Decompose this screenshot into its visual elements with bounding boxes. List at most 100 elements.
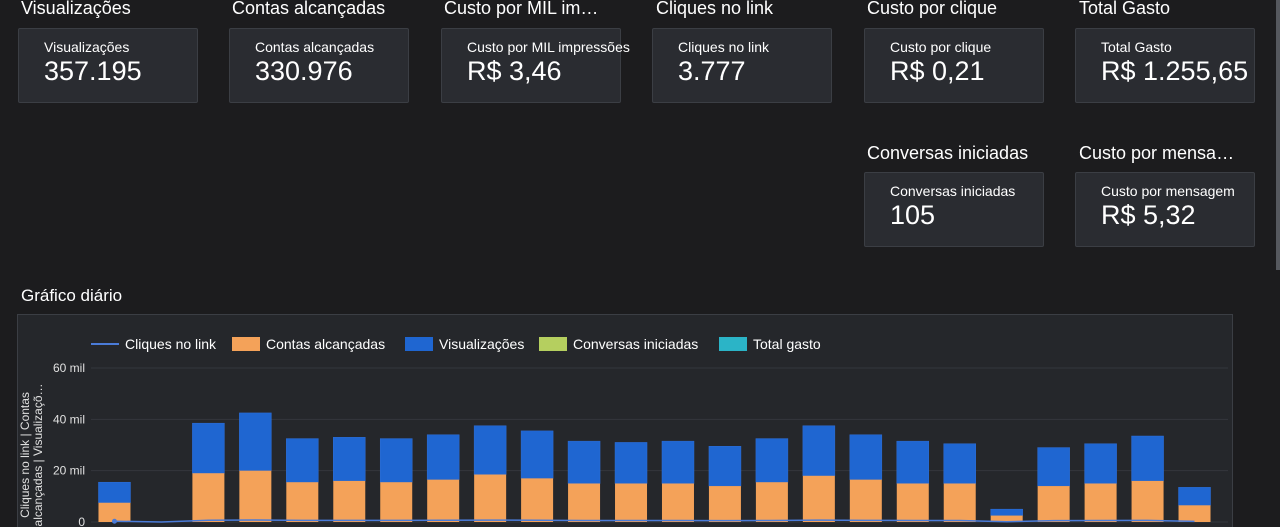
bar-visualizacoes[interactable] [520,430,554,479]
legend-item[interactable]: Cliques no link [91,336,217,352]
legend-swatch [405,337,433,351]
metric-card-visualizacoes[interactable]: Visualizações 357.195 [18,28,198,103]
bar-contas-alcancadas[interactable] [474,474,507,522]
bar-visualizacoes[interactable] [896,440,930,484]
bar-contas-alcancadas[interactable] [708,486,741,522]
bar-visualizacoes[interactable] [1178,487,1211,506]
chart-title: Gráfico diário [21,286,123,305]
bar-contas-alcancadas[interactable] [333,480,366,522]
metric-label: Custo por MIL impressões [467,39,630,55]
bar-visualizacoes[interactable] [1084,443,1117,484]
line-cliques-no-link[interactable] [114,519,1195,523]
bar-visualizacoes[interactable] [849,434,883,480]
bar-contas-alcancadas[interactable] [568,483,601,523]
bar-contas-alcancadas[interactable] [98,502,131,522]
bar-contas-alcancadas[interactable] [239,470,272,522]
bar-contas-alcancadas[interactable] [286,482,319,522]
bar-visualizacoes[interactable] [661,440,695,484]
legend-item[interactable]: Conversas iniciadas [539,336,698,352]
bar-contas-alcancadas[interactable] [943,483,976,523]
daily-chart[interactable]: Cliques no link Contas alcançadas Visualiz… [18,315,1234,527]
bar-visualizacoes[interactable] [286,438,319,483]
bar-visualizacoes[interactable] [192,422,225,474]
metric-card-conversas-iniciadas[interactable]: Conversas iniciadas 105 [864,172,1044,247]
metric-card-custo-por-mil[interactable]: Custo por MIL impressões R$ 3,46 [441,28,630,103]
metric-card-cliques-no-link[interactable]: Cliques no link 3.777 [652,28,832,103]
y-tick-label: 60 mil [53,361,85,375]
bar-visualizacoes[interactable] [708,446,742,487]
legend-swatch [539,337,567,351]
vertical-scrollbar[interactable] [1276,0,1280,270]
metric-header-custo-por-mensagem: Custo por mensa… [1079,143,1235,163]
chart-lines[interactable] [111,518,1195,524]
metric-header-custo-por-mil: Custo por MIL im… [444,0,599,18]
bar-visualizacoes[interactable] [990,508,1023,516]
bar-contas-alcancadas[interactable] [755,482,788,522]
chart-y-axis: 60 mil 40 mil 20 mil 0 Cliques no link | Con… [18,361,85,527]
bar-contas-alcancadas[interactable] [1178,505,1211,522]
metric-card-total-gasto[interactable]: Total Gasto R$ 1.255,65 [1075,28,1255,103]
chart-legend[interactable]: Cliques no link Contas alcançadas Visualiz… [91,336,821,352]
metric-header-visualizacoes: Visualizações [21,0,131,18]
bar-visualizacoes[interactable] [614,442,648,484]
metric-header-conversas-iniciadas: Conversas iniciadas [867,143,1029,163]
legend-label: Conversas iniciadas [573,336,698,352]
legend-item[interactable]: Total gasto [719,336,821,352]
bar-contas-alcancadas[interactable] [661,483,694,523]
bar-contas-alcancadas[interactable] [802,475,835,522]
metric-label: Custo por mensagem [1101,183,1235,199]
bar-visualizacoes[interactable] [333,437,366,482]
metric-value: 105 [890,200,936,230]
legend-item[interactable]: Visualizações [405,336,524,352]
metric-header-total-gasto: Total Gasto [1079,0,1171,18]
bar-visualizacoes[interactable] [426,434,460,480]
bar-visualizacoes[interactable] [802,425,836,477]
metric-card-contas-alcancadas[interactable]: Contas alcançadas 330.976 [229,28,409,103]
legend-label: Total gasto [753,336,821,352]
chart-bars[interactable] [98,412,1211,523]
metric-label: Contas alcançadas [255,39,375,55]
legend-label: Visualizações [439,336,524,352]
bar-visualizacoes[interactable] [1037,447,1070,487]
metric-value: R$ 5,32 [1101,200,1196,230]
metric-label: Custo por clique [890,39,992,55]
metric-value: R$ 1.255,65 [1101,56,1249,86]
bar-visualizacoes[interactable] [567,440,601,484]
bar-visualizacoes[interactable] [98,481,131,503]
bar-contas-alcancadas[interactable] [896,483,929,523]
bar-contas-alcancadas[interactable] [380,482,413,522]
metric-header-cliques-no-link: Cliques no link [656,0,774,18]
bar-contas-alcancadas[interactable] [615,483,648,523]
y-tick-label: 40 mil [53,412,85,426]
daily-chart-panel[interactable]: Cliques no link Contas alcançadas Visualiz… [17,314,1233,527]
bar-visualizacoes[interactable] [755,438,789,483]
metric-label: Visualizações [44,39,130,55]
legend-swatch [232,337,260,351]
bar-visualizacoes[interactable] [239,412,272,471]
line-point[interactable] [111,518,117,524]
bar-visualizacoes[interactable] [379,438,413,483]
bar-contas-alcancadas[interactable] [192,473,225,522]
metric-header-custo-por-clique: Custo por clique [867,0,998,18]
bar-contas-alcancadas[interactable] [1084,483,1117,523]
bar-contas-alcancadas[interactable] [1131,480,1164,522]
metric-header-contas-alcancadas: Contas alcançadas [232,0,386,18]
metric-value: 357.195 [44,56,142,86]
bar-contas-alcancadas[interactable] [521,478,554,522]
legend-item[interactable]: Contas alcançadas [232,336,385,352]
y-tick-label: 20 mil [53,464,85,478]
bar-visualizacoes[interactable] [473,425,507,475]
metric-card-custo-por-mensagem[interactable]: Custo por mensagem R$ 5,32 [1075,172,1255,247]
bar-contas-alcancadas[interactable] [849,479,882,522]
metric-value: 3.777 [678,56,746,86]
bar-visualizacoes[interactable] [943,443,976,484]
bar-contas-alcancadas[interactable] [990,515,1023,522]
bar-contas-alcancadas[interactable] [427,479,460,522]
bar-visualizacoes[interactable] [1131,435,1164,482]
bar-contas-alcancadas[interactable] [1037,486,1070,522]
y-axis-title: Cliques no link | Contasalcançadas | Vis… [18,384,45,527]
y-tick-label: 0 [78,515,85,527]
legend-swatch [719,337,747,351]
metric-card-custo-por-clique[interactable]: Custo por clique R$ 0,21 [864,28,1044,103]
metric-value: R$ 3,46 [467,56,562,86]
